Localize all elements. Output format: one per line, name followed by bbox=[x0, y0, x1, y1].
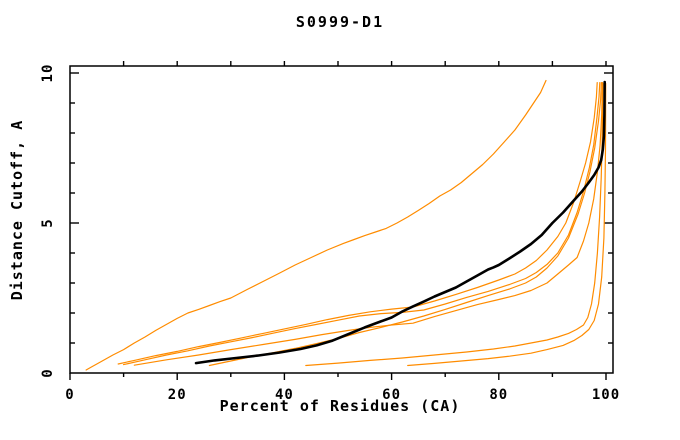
y-tick-label: 0 bbox=[40, 368, 56, 377]
x-tick-label: 20 bbox=[168, 387, 187, 403]
x-axis-label: Percent of Residues (CA) bbox=[219, 397, 461, 415]
x-tick-label: 100 bbox=[592, 387, 620, 403]
plot-frame bbox=[69, 65, 614, 374]
x-tick-label: 80 bbox=[489, 387, 508, 403]
x-tick-label: 0 bbox=[65, 387, 74, 403]
curve-orange-model-2 bbox=[117, 82, 598, 365]
curve-black-model bbox=[194, 80, 606, 365]
x-tick-label: 40 bbox=[275, 387, 294, 403]
curve-orange-model-3 bbox=[123, 82, 601, 366]
curve-orange-model-5 bbox=[133, 82, 604, 366]
y-tick-label: 5 bbox=[40, 218, 56, 227]
curve-orange-model-6 bbox=[305, 82, 604, 367]
chart-title: S0999-D1 bbox=[295, 13, 385, 31]
curve-orange-model-1 bbox=[85, 79, 547, 371]
curve-orange-model-4 bbox=[208, 82, 602, 367]
curve-orange-model-7 bbox=[407, 82, 607, 367]
y-tick-label: 10 bbox=[40, 64, 56, 83]
x-tick-label: 60 bbox=[382, 387, 401, 403]
